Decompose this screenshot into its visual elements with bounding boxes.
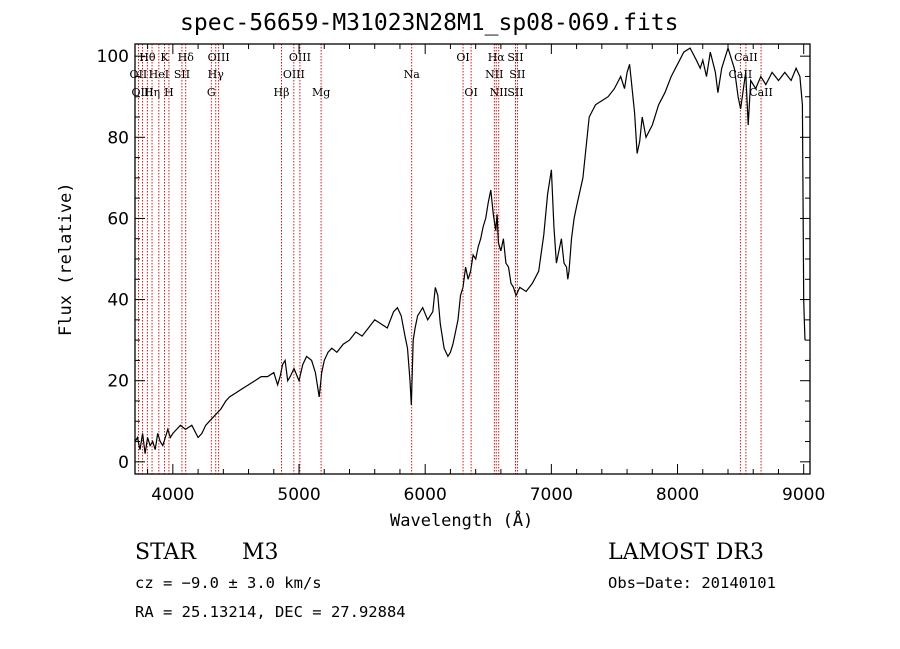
x-axis-label: Wavelength (Å) <box>390 511 534 531</box>
marker-label: Hγ <box>208 68 225 81</box>
line-markers <box>137 44 762 474</box>
axis-ticks <box>135 44 810 474</box>
y-tick-label: 60 <box>107 209 129 229</box>
spectrum-line <box>135 46 806 454</box>
survey-name: LAMOST DR3 <box>608 540 764 565</box>
marker-label: H <box>164 86 174 99</box>
marker-label: NII <box>485 68 503 81</box>
marker-label: SII <box>509 68 525 81</box>
marker-label: Mg <box>312 86 330 99</box>
marker-label: CaII <box>729 68 753 81</box>
x-tick-label: 9000 <box>782 485 825 505</box>
marker-label: OIII <box>283 68 305 81</box>
x-tick-label: 6000 <box>404 485 447 505</box>
marker-label: SII <box>174 68 190 81</box>
x-tick-label: 4000 <box>151 485 194 505</box>
plot-frame <box>134 43 811 475</box>
x-tick-label: 5000 <box>277 485 320 505</box>
marker-label: OIII <box>132 86 154 99</box>
marker-label: K <box>160 51 169 64</box>
marker-label: CaII <box>749 86 773 99</box>
coordinates: RA = 25.13214, DEC = 27.92884 <box>135 603 406 621</box>
x-tick-label: 7000 <box>530 485 573 505</box>
marker-label: Hδ <box>178 51 195 64</box>
x-tick-label: 8000 <box>656 485 699 505</box>
marker-label: Na <box>404 68 421 81</box>
subclass: M3 <box>242 540 279 565</box>
marker-label: Hθ <box>139 51 156 64</box>
chart-title: spec-56659-M31023N28M1_sp08-069.fits <box>180 10 679 36</box>
marker-label: OIII <box>289 51 311 64</box>
marker-label: OI <box>464 86 477 99</box>
marker-label: Hα <box>488 51 506 64</box>
marker-label: Hη <box>144 86 160 99</box>
axis-tick-labels: 4000 5000 6000 7000 8000 9000 0 20 40 60 80 100 <box>97 47 826 505</box>
marker-label: HeI <box>149 68 169 81</box>
marker-label: OIII <box>208 51 230 64</box>
marker-label: OI <box>456 51 469 64</box>
marker-label: CaII <box>734 51 758 64</box>
y-axis-label: Flux (relative) <box>56 182 76 336</box>
marker-label: SII <box>507 86 523 99</box>
marker-label: G <box>207 86 216 99</box>
y-tick-label: 100 <box>97 47 129 67</box>
y-tick-label: 20 <box>107 372 129 392</box>
marker-label: Hβ <box>274 86 290 99</box>
marker-label: NII <box>490 86 508 99</box>
y-tick-label: 0 <box>118 453 129 473</box>
obs-date: Obs−Date: 20140101 <box>608 574 776 592</box>
object-class: STAR <box>135 540 196 565</box>
y-tick-label: 40 <box>107 291 129 311</box>
y-tick-label: 80 <box>107 128 129 148</box>
redshift-text: cz = −9.0 ± 3.0 km/s <box>135 574 322 592</box>
marker-label: SII <box>507 51 523 64</box>
marker-label: OII <box>130 68 148 81</box>
